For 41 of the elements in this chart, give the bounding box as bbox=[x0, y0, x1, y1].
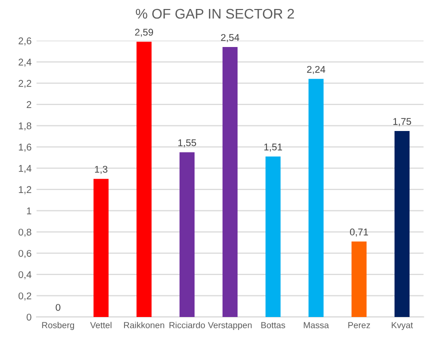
y-tick-label: 0,4 bbox=[18, 271, 32, 280]
chart-title: % OF GAP IN SECTOR 2 bbox=[136, 8, 294, 19]
x-tick-label: Kvyat bbox=[392, 322, 413, 330]
x-tick-label: Ricciardo bbox=[170, 322, 205, 328]
bar bbox=[352, 242, 367, 317]
x-tick-label: Raikkonen bbox=[124, 322, 164, 328]
x-tick-label: Massa bbox=[304, 322, 329, 328]
y-tick-label: 1,8 bbox=[18, 122, 32, 130]
bar bbox=[222, 47, 238, 317]
y-tick-label: 0,2 bbox=[18, 292, 32, 300]
data-label: 1,55 bbox=[178, 139, 196, 148]
data-label: 1,51 bbox=[264, 144, 282, 152]
data-label: 0,71 bbox=[350, 228, 368, 237]
y-tick-label: 0,6 bbox=[18, 250, 32, 258]
x-tick-label: Perez bbox=[348, 322, 370, 328]
y-tick-label: 2,4 bbox=[18, 58, 32, 67]
y-tick-label: 1,6 bbox=[18, 144, 32, 152]
y-tick-label: 1,2 bbox=[18, 186, 32, 194]
data-label: 1,75 bbox=[393, 118, 412, 126]
y-tick-label: 2 bbox=[26, 101, 32, 108]
y-tick-label: 2,6 bbox=[18, 37, 32, 46]
x-tick-label: Rosberg bbox=[42, 322, 74, 330]
bar bbox=[308, 78, 324, 317]
y-tick-label: 2,2 bbox=[18, 80, 32, 88]
bar bbox=[136, 42, 152, 317]
bar bbox=[394, 131, 410, 317]
data-label: 1,3 bbox=[95, 166, 108, 174]
y-tick-label: 0,8 bbox=[18, 228, 32, 237]
x-tick-label: Bottas bbox=[261, 322, 286, 328]
bar bbox=[266, 156, 281, 317]
y-tick-label: 1,4 bbox=[18, 165, 32, 173]
bar bbox=[94, 178, 109, 317]
data-label: 2,59 bbox=[135, 28, 154, 37]
data-label: 0 bbox=[56, 304, 60, 311]
x-tick-label: Verstappen bbox=[208, 322, 252, 330]
x-tick-label: Vettel bbox=[90, 322, 112, 328]
y-tick-label: 1 bbox=[27, 208, 32, 214]
data-label: 2,24 bbox=[307, 66, 326, 74]
y-tick-label: 0 bbox=[26, 314, 32, 321]
bar bbox=[180, 152, 195, 317]
data-label: 2,54 bbox=[221, 34, 240, 42]
